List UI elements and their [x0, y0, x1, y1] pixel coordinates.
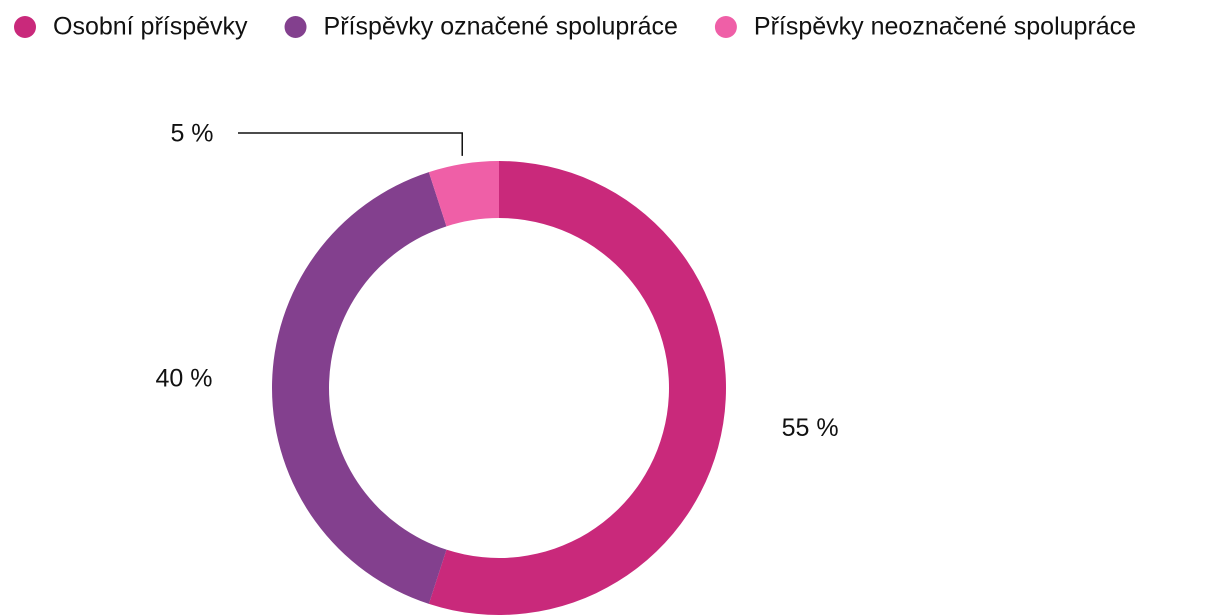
legend-marker: [14, 16, 36, 38]
legend-marker: [284, 16, 307, 38]
data-label: 55 %: [782, 414, 839, 442]
legend-label: Osobní příspěvky: [53, 13, 248, 41]
legend-label: Příspěvky označené spolupráce: [324, 13, 678, 41]
leader-line: [238, 132, 463, 156]
donut-segment: [428, 161, 499, 227]
legend-marker: [714, 16, 737, 38]
donut-segment: [428, 161, 727, 615]
donut-segment: [272, 172, 447, 604]
data-label: 40 %: [156, 365, 213, 393]
legend-label: Příspěvky neoznačené spolupráce: [754, 13, 1136, 41]
data-label: 5 %: [170, 120, 213, 148]
